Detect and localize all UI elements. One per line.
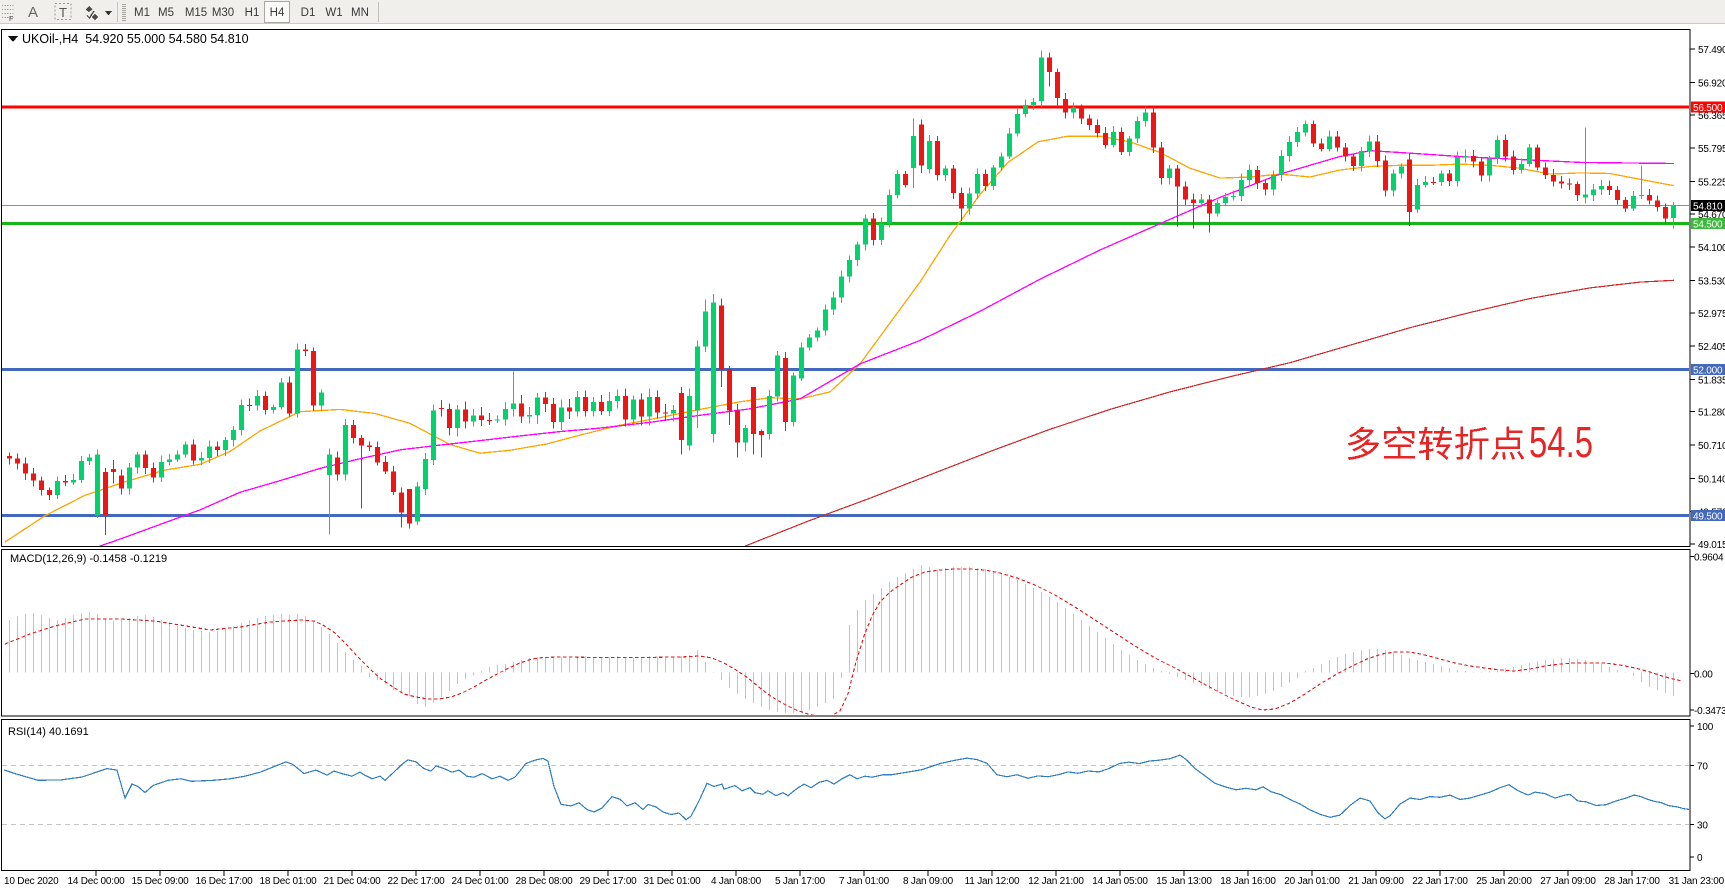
svg-text:RSI(14) 40.1691: RSI(14) 40.1691	[8, 726, 89, 738]
svg-text:MACD(12,26,9) -0.1458 -0.1219: MACD(12,26,9) -0.1458 -0.1219	[10, 553, 167, 565]
svg-text:53.530: 53.530	[1698, 276, 1725, 287]
svg-text:52.975: 52.975	[1698, 309, 1725, 320]
svg-text:55.795: 55.795	[1698, 144, 1725, 155]
svg-text:MN: MN	[351, 7, 369, 19]
svg-text:51.835: 51.835	[1698, 375, 1725, 386]
svg-text:56.920: 56.920	[1698, 78, 1725, 89]
svg-text:51.280: 51.280	[1698, 408, 1725, 419]
svg-text:31 Dec 01:00: 31 Dec 01:00	[643, 876, 701, 887]
svg-text:D1: D1	[301, 7, 316, 19]
svg-text:UKOil-,H4 54.920 55.000 54.58: UKOil-,H4 54.920 55.000 54.580 54.810	[22, 32, 249, 46]
svg-text:54.500: 54.500	[1693, 220, 1723, 231]
svg-text:54.810: 54.810	[1693, 202, 1723, 213]
svg-text:21 Jan 09:00: 21 Jan 09:00	[1348, 876, 1404, 887]
svg-text:27 Jan 09:00: 27 Jan 09:00	[1540, 876, 1596, 887]
svg-text:30: 30	[1697, 821, 1708, 832]
svg-text:55.225: 55.225	[1698, 177, 1725, 188]
svg-text:7 Jan 01:00: 7 Jan 01:00	[839, 876, 890, 887]
svg-text:29 Dec 17:00: 29 Dec 17:00	[579, 876, 637, 887]
svg-text:0.00: 0.00	[1694, 670, 1713, 681]
svg-text:F: F	[9, 16, 13, 23]
svg-text:H1: H1	[245, 7, 260, 19]
svg-text:52.405: 52.405	[1698, 342, 1725, 353]
svg-text:-0.3473: -0.3473	[1694, 706, 1725, 717]
svg-text:52.000: 52.000	[1693, 366, 1723, 377]
svg-text:15 Jan 13:00: 15 Jan 13:00	[1156, 876, 1212, 887]
svg-text:4 Jan 08:00: 4 Jan 08:00	[711, 876, 762, 887]
svg-text:8 Jan 09:00: 8 Jan 09:00	[903, 876, 954, 887]
svg-text:50.140: 50.140	[1698, 474, 1725, 485]
svg-text:50.710: 50.710	[1698, 441, 1725, 452]
svg-text:14 Jan 05:00: 14 Jan 05:00	[1092, 876, 1148, 887]
svg-text:M15: M15	[185, 7, 207, 19]
svg-text:0: 0	[1697, 853, 1703, 864]
svg-text:M30: M30	[212, 7, 234, 19]
svg-text:56.500: 56.500	[1693, 103, 1723, 114]
svg-text:20 Jan 01:00: 20 Jan 01:00	[1284, 876, 1340, 887]
svg-text:54.670: 54.670	[1698, 210, 1725, 221]
svg-text:M5: M5	[158, 7, 174, 19]
svg-text:22 Dec 17:00: 22 Dec 17:00	[387, 876, 445, 887]
svg-text:M1: M1	[134, 7, 150, 19]
svg-text:T: T	[59, 5, 67, 20]
svg-text:A: A	[28, 4, 38, 21]
svg-text:0.9604: 0.9604	[1694, 553, 1724, 564]
svg-text:5 Jan 17:00: 5 Jan 17:00	[775, 876, 826, 887]
svg-text:70: 70	[1697, 762, 1708, 773]
svg-text:25 Jan 20:00: 25 Jan 20:00	[1476, 876, 1532, 887]
svg-text:10 Dec 2020: 10 Dec 2020	[4, 876, 59, 887]
svg-text:18 Dec 01:00: 18 Dec 01:00	[259, 876, 317, 887]
svg-text:14 Dec 00:00: 14 Dec 00:00	[67, 876, 125, 887]
svg-text:49.015: 49.015	[1698, 540, 1725, 551]
svg-text:56.365: 56.365	[1698, 111, 1725, 122]
svg-text:11 Jan 12:00: 11 Jan 12:00	[965, 876, 1020, 887]
svg-text:W1: W1	[325, 7, 342, 19]
svg-text:54.5: 54.5	[1529, 418, 1593, 467]
svg-text:22 Jan 17:00: 22 Jan 17:00	[1412, 876, 1468, 887]
svg-text:H4: H4	[270, 7, 285, 19]
svg-text:24 Dec 01:00: 24 Dec 01:00	[451, 876, 509, 887]
svg-text:54.100: 54.100	[1698, 243, 1725, 254]
svg-text:49.500: 49.500	[1693, 512, 1723, 523]
svg-text:100: 100	[1697, 722, 1714, 733]
svg-text:57.490: 57.490	[1698, 45, 1725, 56]
svg-text:15 Dec 09:00: 15 Dec 09:00	[131, 876, 189, 887]
svg-text:21 Dec 04:00: 21 Dec 04:00	[323, 876, 381, 887]
svg-text:12 Jan 21:00: 12 Jan 21:00	[1028, 876, 1084, 887]
svg-text:28 Dec 08:00: 28 Dec 08:00	[515, 876, 573, 887]
svg-text:18 Jan 16:00: 18 Jan 16:00	[1220, 876, 1276, 887]
svg-text:16 Dec 17:00: 16 Dec 17:00	[195, 876, 253, 887]
svg-text:28 Jan 17:00: 28 Jan 17:00	[1604, 876, 1660, 887]
svg-text:31 Jan 23:00: 31 Jan 23:00	[1669, 876, 1725, 887]
